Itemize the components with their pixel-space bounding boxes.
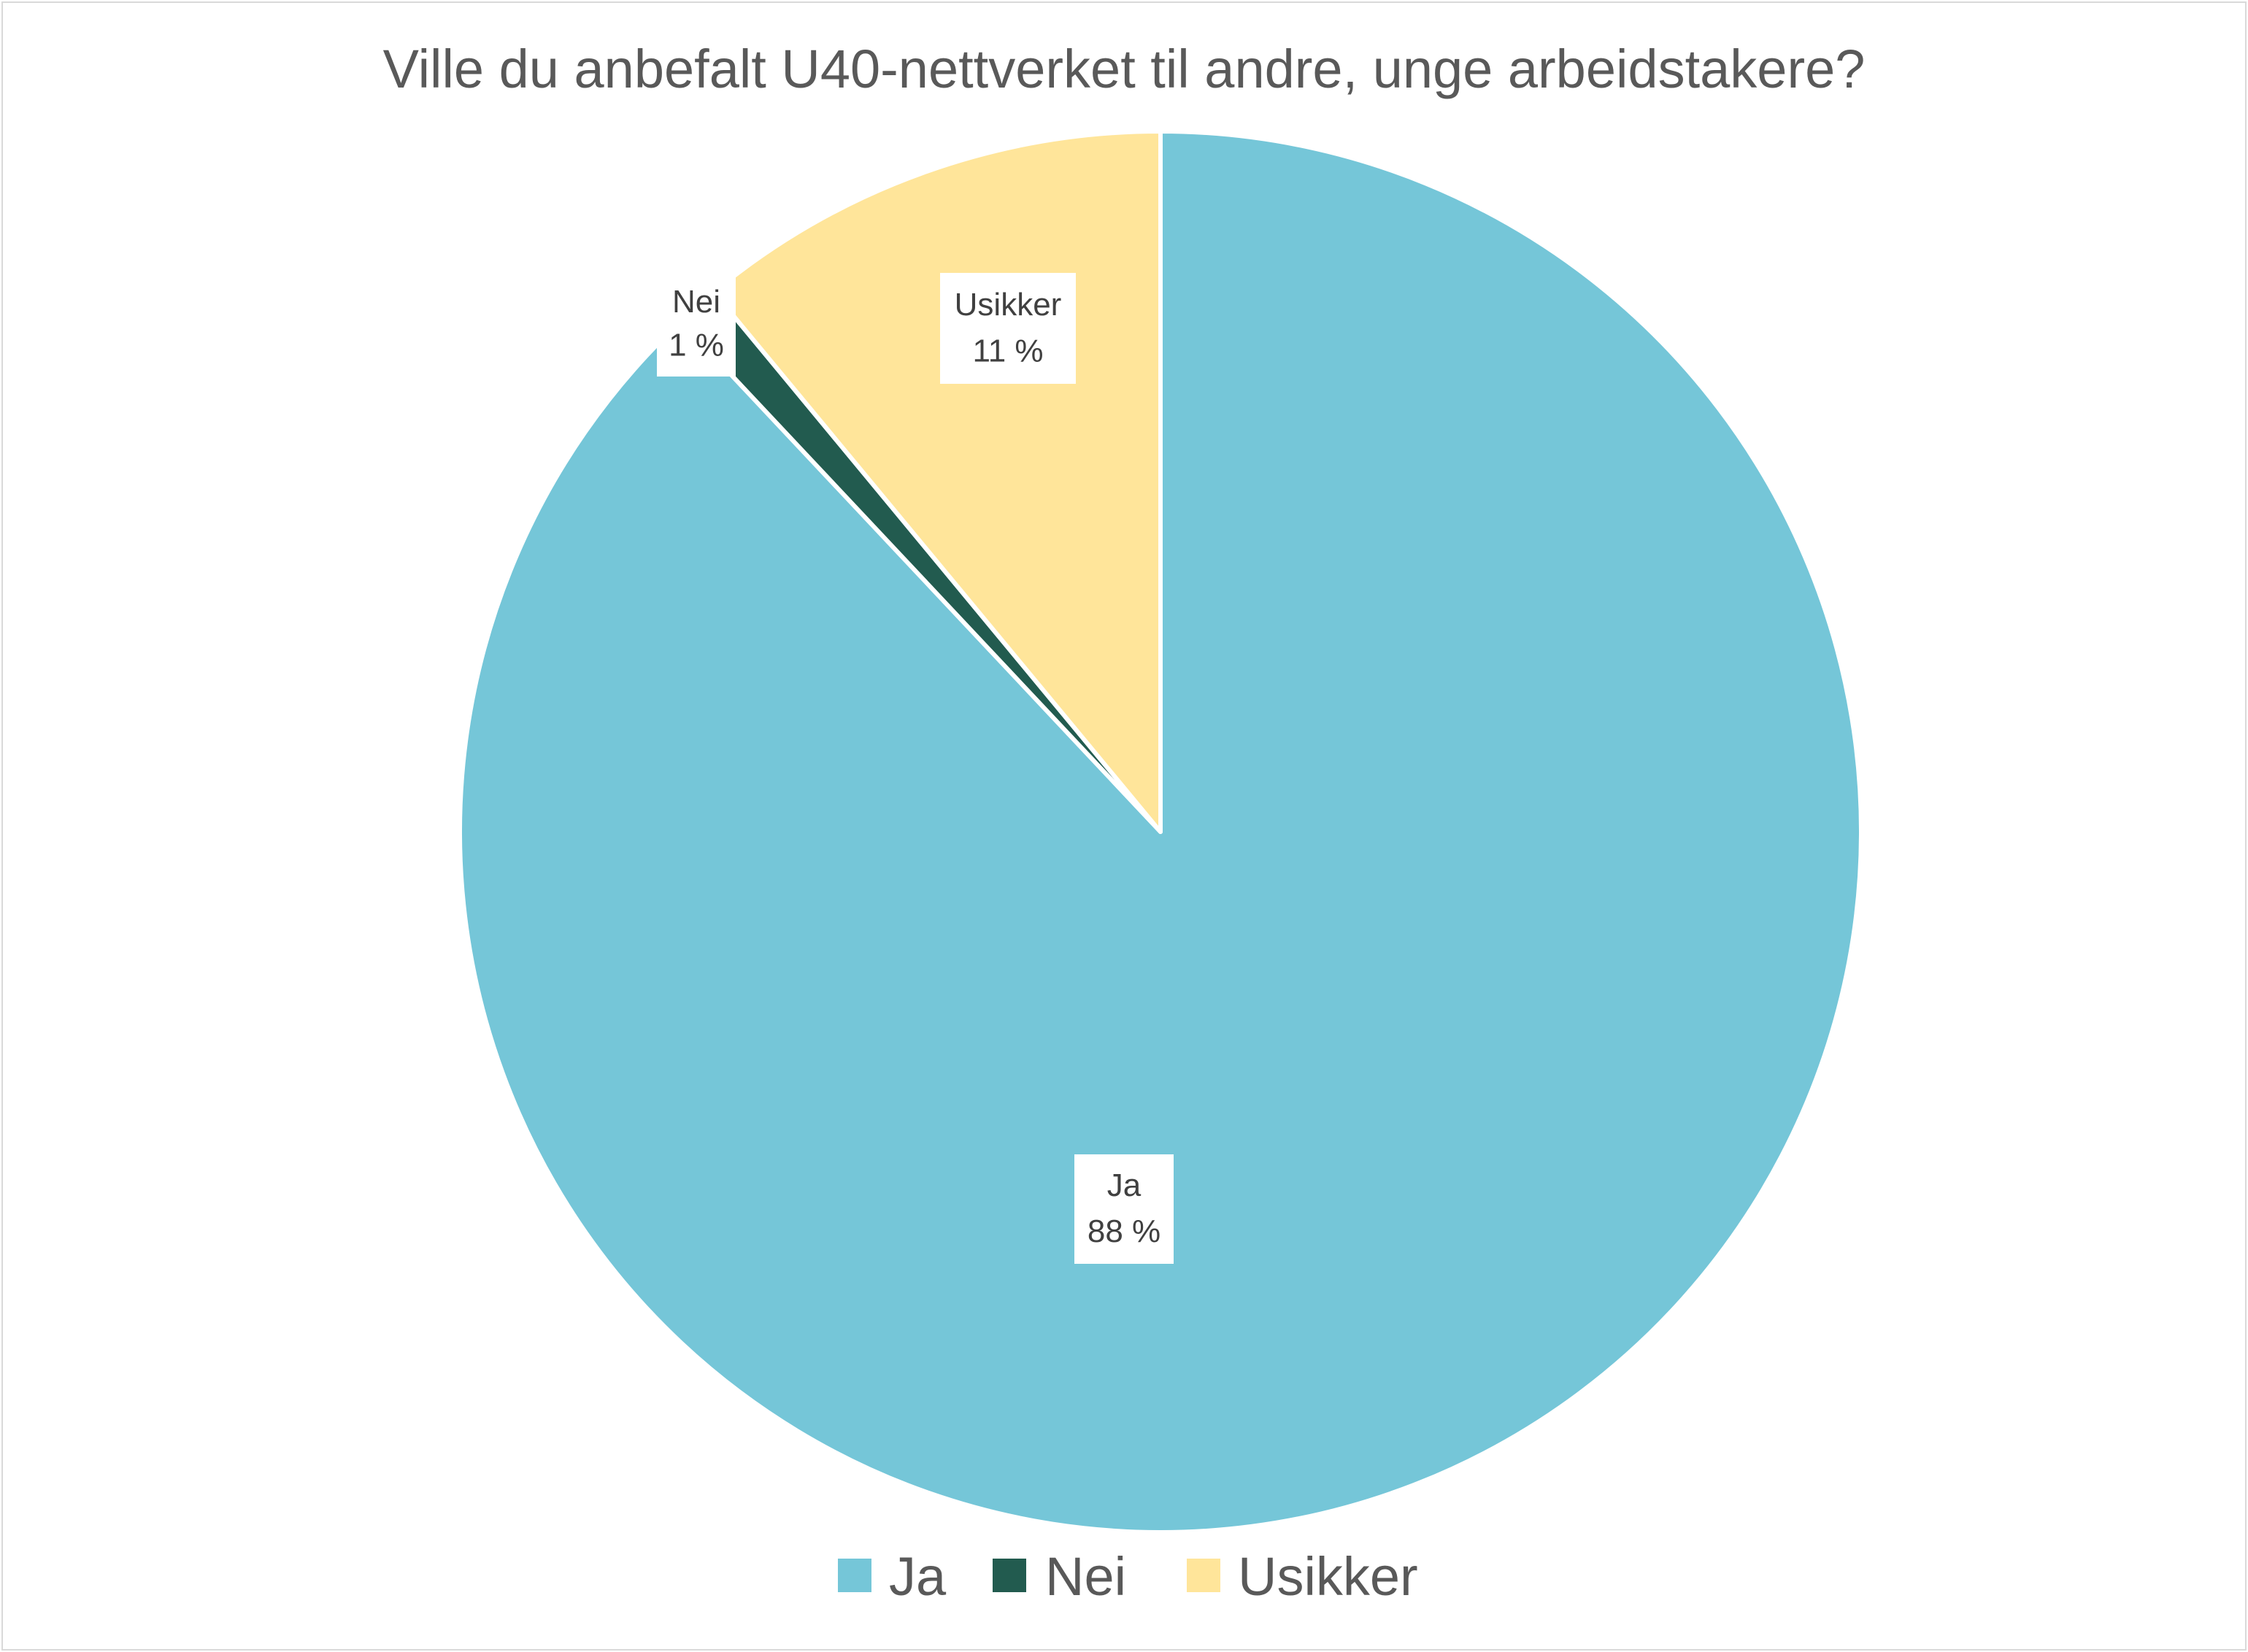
legend-item-usikker: Usikker: [1187, 1546, 1418, 1607]
data-label-value: 11 %: [972, 333, 1043, 369]
legend-item-ja: Ja: [838, 1546, 947, 1607]
legend-label: Ja: [889, 1546, 947, 1607]
data-label-category: Ja: [1107, 1167, 1142, 1203]
legend-swatch: [1187, 1559, 1220, 1592]
data-labels: Ja 88 % Nei 1 % Usikker 11 %: [657, 273, 1174, 1264]
data-label-value: 1 %: [669, 328, 724, 363]
data-label-category: Usikker: [955, 287, 1062, 323]
legend-swatch: [993, 1559, 1026, 1592]
data-label-box: [657, 273, 736, 377]
data-label-box: [940, 273, 1076, 384]
legend-label: Nei: [1045, 1546, 1126, 1607]
legend: Ja Nei Usikker: [838, 1546, 1418, 1607]
legend-item-nei: Nei: [993, 1546, 1126, 1607]
data-label-usikker: Usikker 11 %: [940, 273, 1076, 384]
legend-label: Usikker: [1238, 1546, 1418, 1607]
data-label-value: 88 %: [1088, 1213, 1160, 1249]
data-label-nei: Nei 1 %: [657, 273, 736, 377]
legend-swatch: [838, 1559, 871, 1592]
chart-title: Ville du anbefalt U40-nettverket til and…: [383, 39, 1866, 99]
data-label-box: [1074, 1154, 1174, 1264]
data-label-category: Nei: [672, 284, 720, 320]
data-label-ja: Ja 88 %: [1074, 1154, 1174, 1264]
